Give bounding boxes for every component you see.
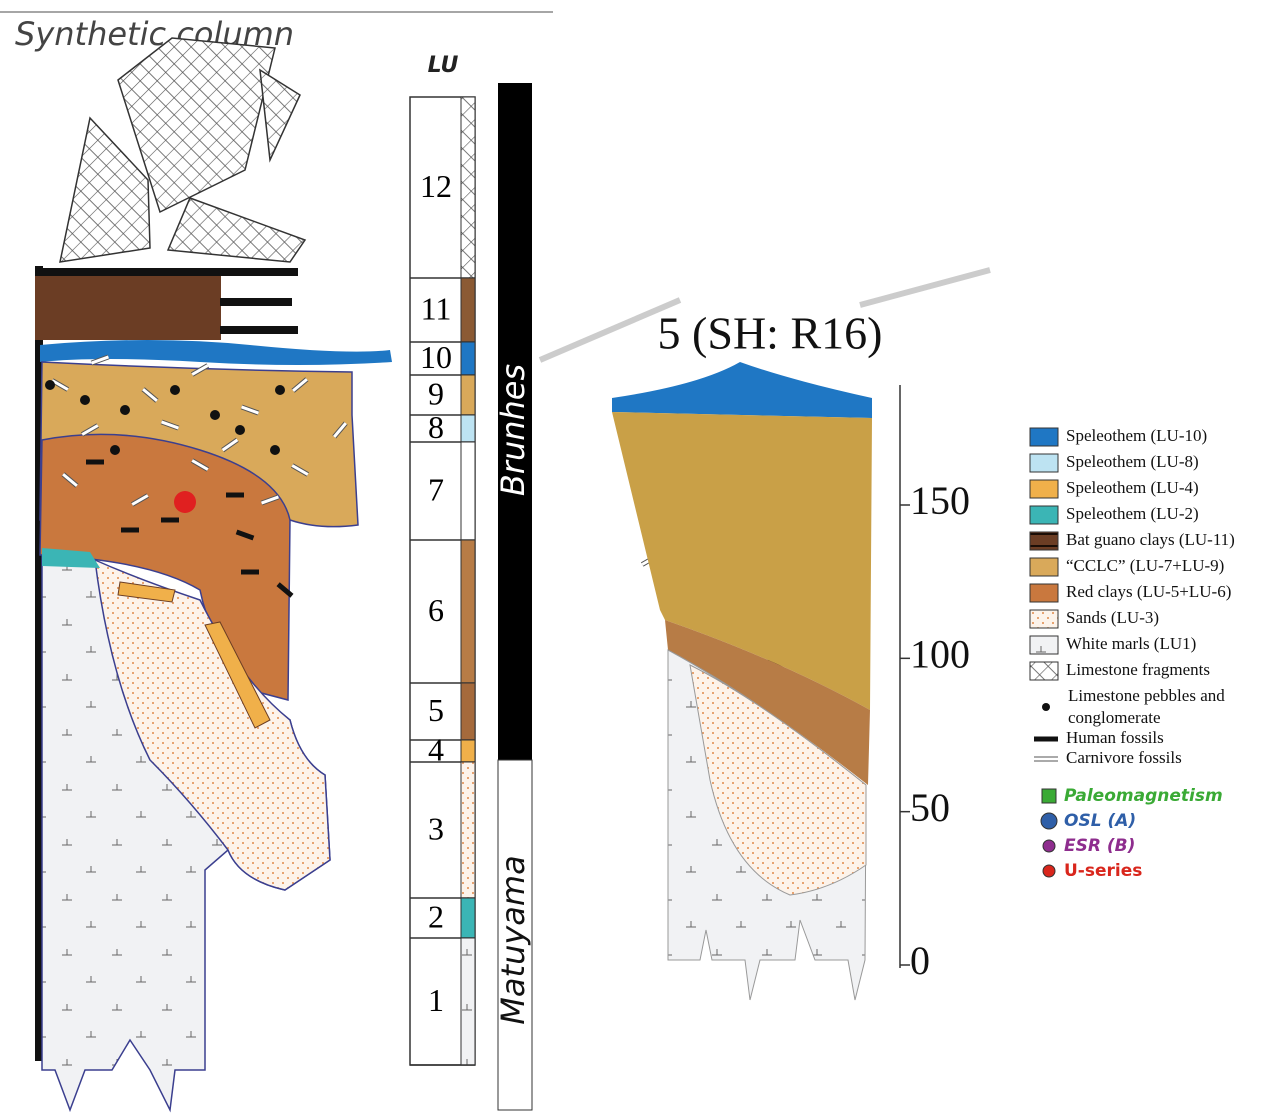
legend-swatch <box>1042 703 1050 711</box>
pebble <box>120 405 130 415</box>
lu-strip <box>461 762 475 898</box>
pebble <box>45 380 55 390</box>
section-title: 5 (SH: R16) <box>658 308 883 359</box>
legend-label: Red clays (LU-5+LU-6) <box>1066 582 1231 601</box>
lu-strip <box>461 442 475 540</box>
pebble <box>210 410 220 420</box>
method-swatch <box>1043 840 1055 852</box>
legend-label: Speleothem (LU-10) <box>1066 426 1207 445</box>
legend-swatch <box>1030 662 1058 680</box>
legend-swatch <box>1030 558 1058 576</box>
legend-label: White marls (LU1) <box>1066 634 1196 653</box>
legend-label: Carnivore fossils <box>1066 748 1182 767</box>
legend-swatch <box>1030 584 1058 602</box>
method-swatch <box>1041 813 1057 829</box>
legend-label: Limestone pebbles and conglomerate <box>1068 686 1225 727</box>
lu-header: LU <box>428 53 459 78</box>
lu-label: 6 <box>428 592 444 628</box>
lu-strip <box>461 740 475 762</box>
pebble <box>110 445 120 455</box>
scale-label: 0 <box>910 938 930 983</box>
legend-label: Speleothem (LU-4) <box>1066 478 1199 497</box>
section-speleothem <box>612 362 872 418</box>
bat-guano <box>35 268 221 340</box>
legend-swatch <box>1030 636 1058 654</box>
method-label: U-series <box>1064 861 1142 881</box>
scale-label: 50 <box>910 785 950 830</box>
scale-label: 150 <box>910 478 970 523</box>
lu-label: 8 <box>428 409 444 445</box>
lu-label: 11 <box>421 290 452 326</box>
pebble <box>270 445 280 455</box>
legend-label: Speleothem (LU-2) <box>1066 504 1199 523</box>
method-label: OSL (A) <box>1064 811 1136 831</box>
lu-label: 2 <box>428 898 444 934</box>
pebble <box>275 385 285 395</box>
lu-label: 5 <box>428 692 444 728</box>
legend-label: Bat guano clays (LU-11) <box>1066 530 1235 549</box>
legend-line: Limestone pebbles and <box>1068 686 1225 705</box>
lu-label: 3 <box>428 810 444 846</box>
figure: Synthetic column LU 121110987654321 Brun… <box>0 0 1281 1120</box>
legend-swatch <box>1030 610 1058 628</box>
chron-label: Matuyama <box>494 855 532 1024</box>
magnetostratigraphy: Brunhes Matuyama <box>494 83 532 1110</box>
legend-swatch <box>1030 454 1058 472</box>
limestone-blocks <box>60 38 305 262</box>
lu-label: 10 <box>420 339 452 375</box>
lu-label: 9 <box>428 375 444 411</box>
legend-label: Speleothem (LU-8) <box>1066 452 1199 471</box>
legend-label: Sands (LU-3) <box>1066 608 1159 627</box>
lu-strip <box>461 278 475 342</box>
lu-strip <box>461 342 475 375</box>
legend-line: conglomerate <box>1068 708 1161 727</box>
lu-strip <box>461 415 475 442</box>
method-label: ESR (B) <box>1064 836 1135 856</box>
legend-label: Limestone fragments <box>1066 660 1210 679</box>
legend-swatch <box>1030 428 1058 446</box>
legend: Speleothem (LU-10) Speleothem (LU-8) Spele… <box>1030 426 1235 881</box>
legend-label: Human fossils <box>1066 728 1164 747</box>
pebble <box>80 395 90 405</box>
lu-strip <box>461 683 475 740</box>
method-swatch <box>1042 789 1056 803</box>
legend-label: “CCLC” (LU-7+LU-9) <box>1066 556 1224 575</box>
lu-strip <box>461 898 475 938</box>
depth-scale: 150 100 50 0 <box>900 478 970 983</box>
legend-swatch <box>1030 480 1058 498</box>
pebble <box>235 425 245 435</box>
lu-strip <box>461 938 475 1065</box>
lu-strip <box>461 540 475 683</box>
scale-label: 100 <box>910 632 970 677</box>
u-series-sample <box>174 491 196 513</box>
lu-label: 1 <box>428 982 444 1018</box>
chron-label: Brunhes <box>494 364 532 496</box>
method-swatch <box>1043 865 1055 877</box>
lu-strip <box>461 375 475 415</box>
method-label: Paleomagnetism <box>1064 786 1223 806</box>
lu-label: 7 <box>428 471 444 507</box>
lu-label: 4 <box>428 731 444 767</box>
legend-swatch <box>1030 506 1058 524</box>
lu-label: 12 <box>420 168 452 204</box>
lu-strip <box>461 97 475 278</box>
pebble <box>170 385 180 395</box>
legend-swatch <box>1030 532 1058 550</box>
